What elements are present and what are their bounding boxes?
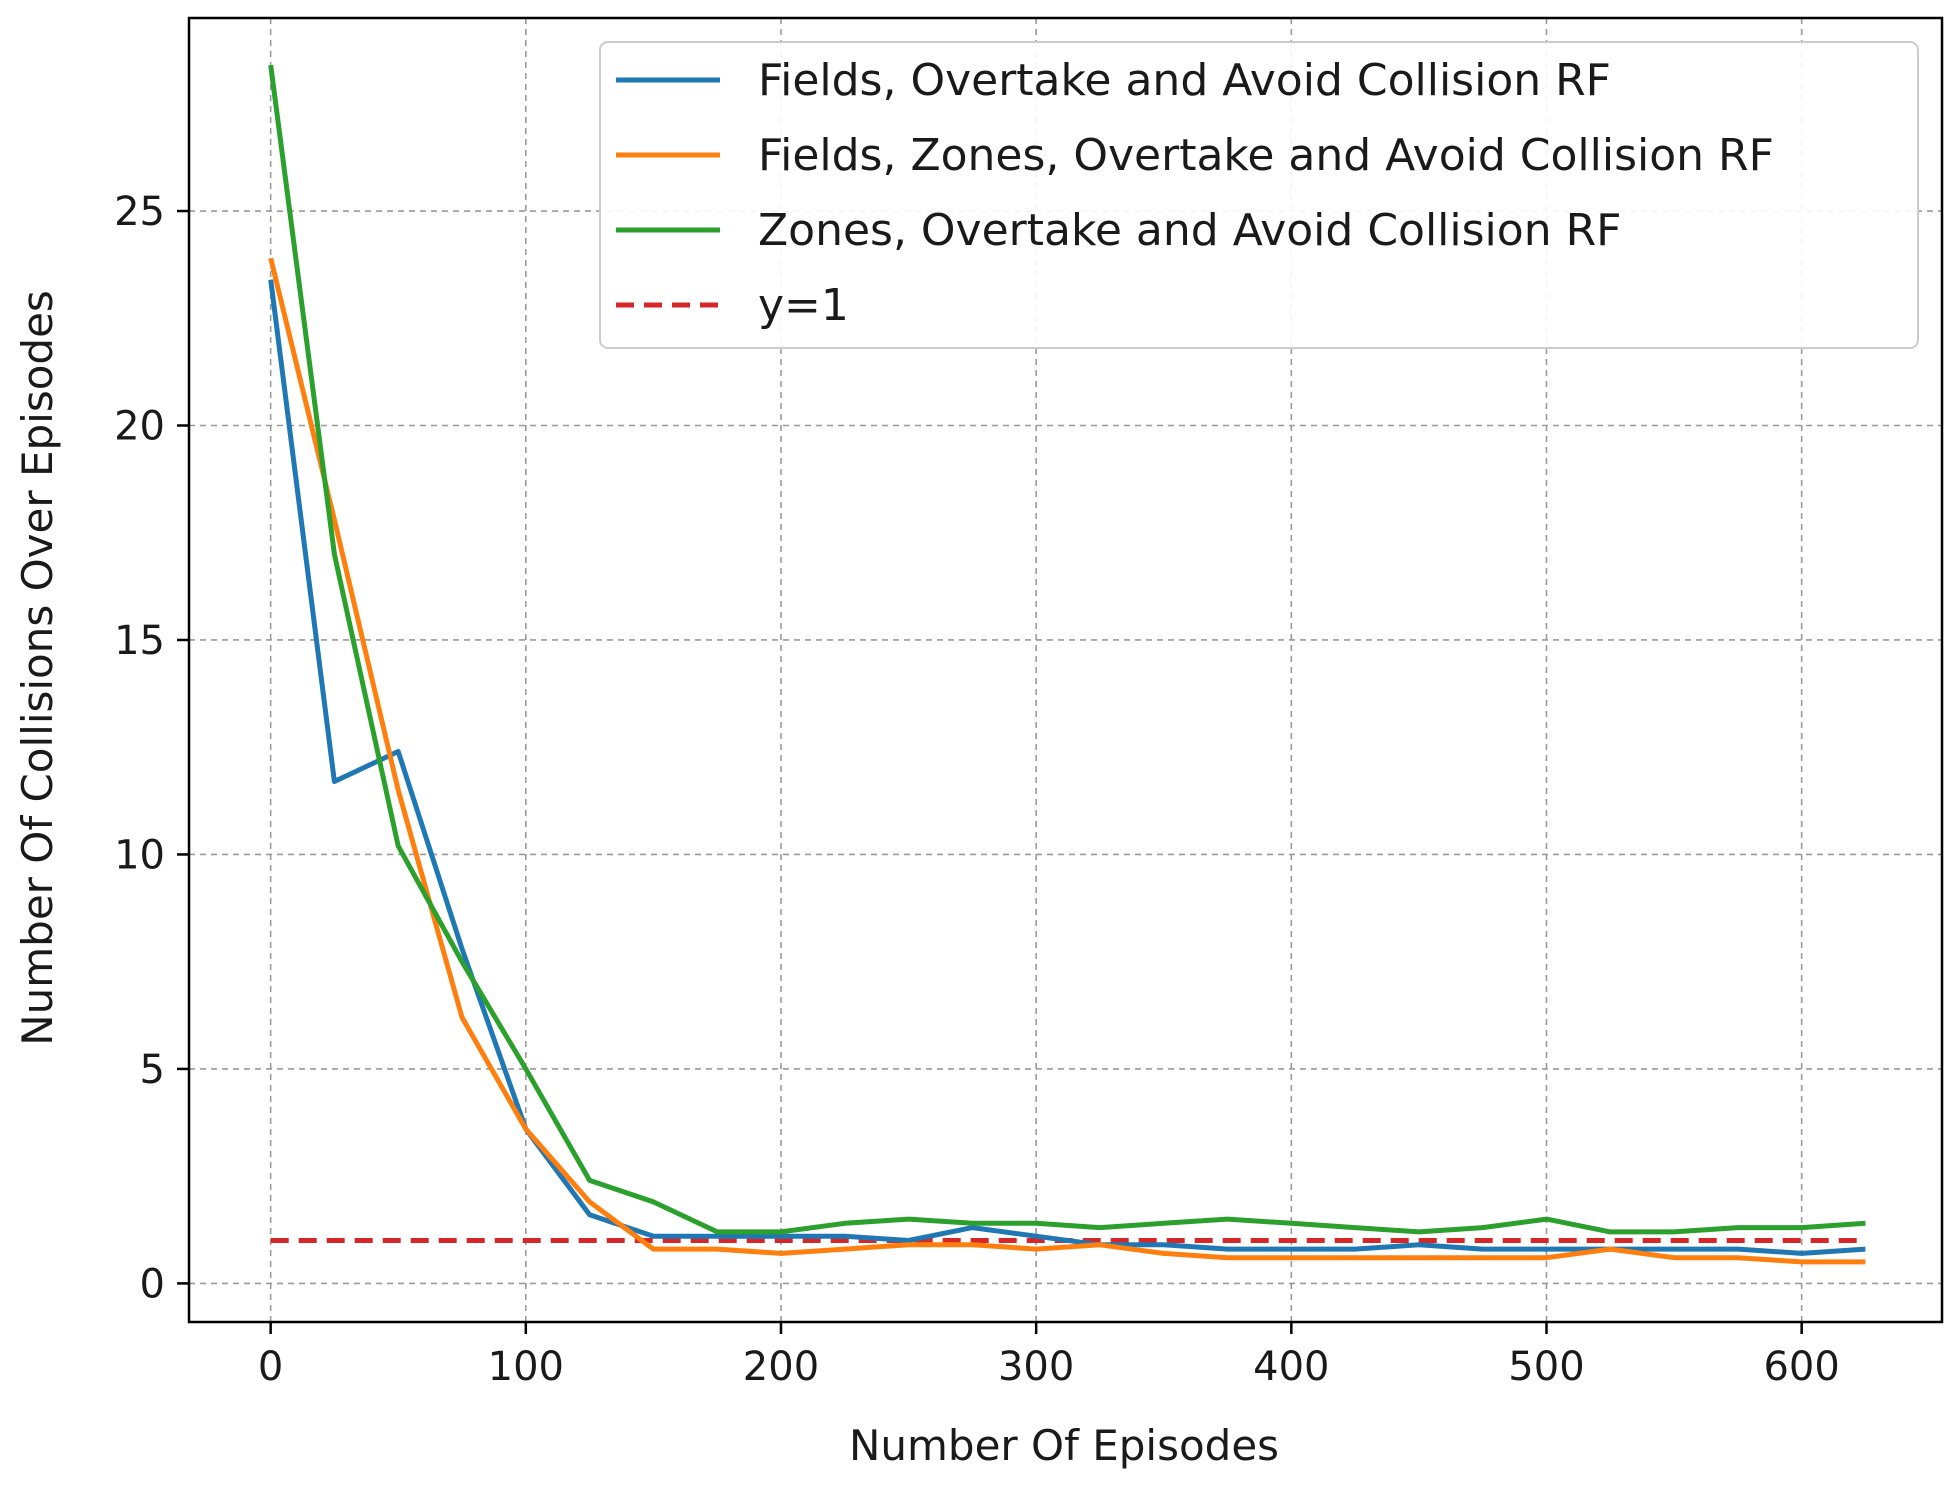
- series-lines: [268, 64, 1866, 1265]
- grid: [189, 18, 1942, 1322]
- plot-frame: [187, 16, 1944, 1324]
- x-tick-label: 200: [743, 1344, 819, 1390]
- y-tick-label: 0: [140, 1261, 165, 1307]
- y-tick-label: 10: [114, 832, 165, 878]
- series-line-2: [268, 257, 1866, 1265]
- x-tick-label: 300: [998, 1344, 1074, 1390]
- legend-box: [599, 41, 1919, 349]
- y-tick-label: 20: [114, 404, 165, 450]
- legend-label-3: Zones, Overtake and Avoid Collision RF: [758, 205, 1621, 256]
- legend: Fields, Overtake and Avoid Collision RF F…: [599, 41, 1919, 349]
- x-tick-label: 600: [1763, 1344, 1839, 1390]
- y-axis-label: Number Of Collisions Over Episodes: [13, 290, 62, 1046]
- x-tick-label: 100: [488, 1344, 564, 1390]
- x-tick-label: 0: [258, 1344, 283, 1390]
- axis-ticks: 0 100 200 300 400 500 600 0 5 10 15 20 25: [114, 189, 1840, 1390]
- legend-label-2: Fields, Zones, Overtake and Avoid Collis…: [758, 130, 1774, 181]
- x-axis-label: Number Of Episodes: [849, 1421, 1279, 1470]
- y-tick-label: 25: [114, 189, 165, 235]
- legend-label-4: y=1: [758, 280, 849, 331]
- series-line-3: [268, 64, 1866, 1235]
- x-tick-label: 500: [1508, 1344, 1584, 1390]
- y-tick-label: 15: [114, 618, 165, 664]
- legend-label-1: Fields, Overtake and Avoid Collision RF: [758, 55, 1611, 106]
- x-tick-label: 400: [1253, 1344, 1329, 1390]
- y-tick-label: 5: [140, 1047, 165, 1093]
